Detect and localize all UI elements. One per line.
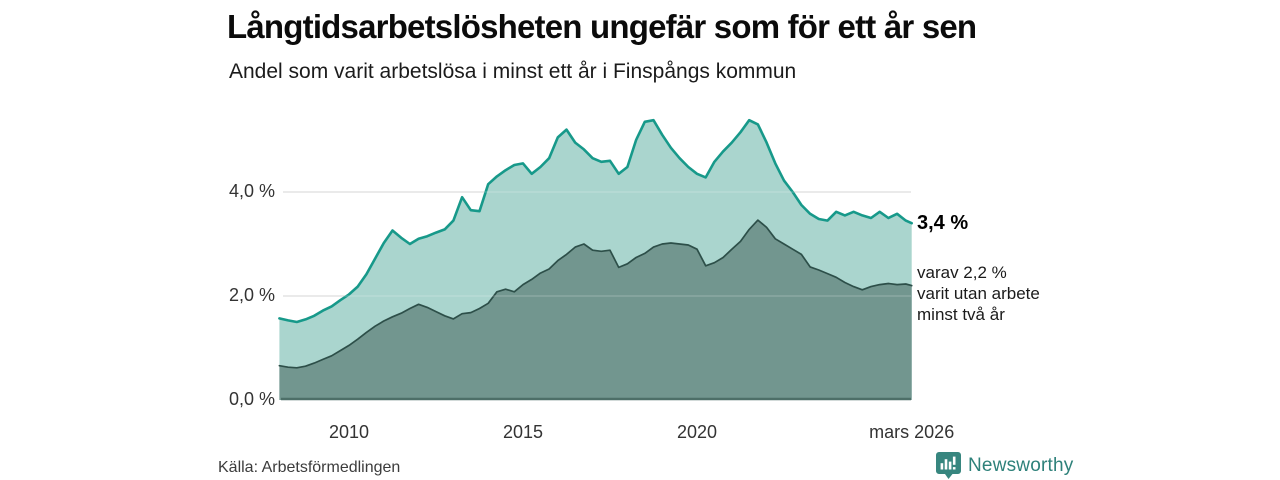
annotation-line: varav 2,2 % (917, 263, 1007, 282)
series-line (278, 118, 913, 324)
x-axis-label: mars 2026 (869, 422, 955, 442)
x-axis-label: 2010 (328, 422, 370, 442)
series-line (278, 219, 913, 369)
page-title: Långtidsarbetslösheten ungefär som för e… (227, 8, 977, 45)
x-axis-label: 2020 (676, 422, 718, 442)
series-area (279, 220, 912, 400)
x-axis-label: 2015 (502, 422, 544, 442)
source-credit: Källa: Arbetsförmedlingen (218, 459, 401, 476)
y-axis-label: 4,0 % (228, 181, 275, 201)
newsworthy-bar-chart-bubble-icon (936, 452, 961, 479)
end-value-label-total: 3,4 % (917, 212, 969, 234)
annotation-line: minst två år (917, 305, 1005, 324)
y-axis-label: 0,0 % (228, 389, 275, 409)
end-value-label-two-year: varav 2,2 % varit utan arbete minst två … (917, 262, 1040, 325)
page-subtitle: Andel som varit arbetslösa i minst ett å… (229, 60, 797, 83)
annotation-line: varit utan arbete (917, 284, 1040, 303)
newsworthy-logo: Newsworthy (936, 452, 1073, 479)
y-axis-label: 2,0 % (228, 285, 275, 305)
newsworthy-wordmark: Newsworthy (968, 454, 1074, 476)
